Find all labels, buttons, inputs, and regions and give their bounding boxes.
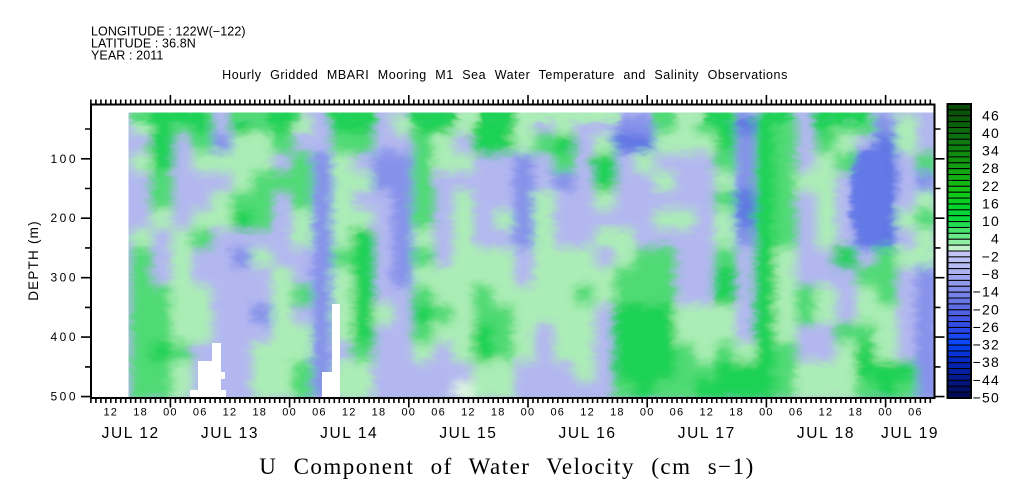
svg-text:−32: −32	[973, 337, 1000, 353]
svg-text:06: 06	[312, 407, 327, 419]
svg-text:22: 22	[982, 178, 1000, 194]
svg-text:00: 00	[640, 407, 655, 419]
svg-text:00: 00	[878, 407, 893, 419]
svg-text:JUL 16: JUL 16	[559, 425, 617, 442]
svg-text:46: 46	[982, 107, 1000, 123]
svg-text:LONGITUDE : 122W(−122): LONGITUDE : 122W(−122)	[91, 25, 246, 39]
svg-text:JUL 15: JUL 15	[439, 425, 497, 442]
svg-text:00: 00	[401, 407, 416, 419]
svg-text:−14: −14	[973, 284, 1000, 300]
svg-text:18: 18	[729, 407, 744, 419]
svg-text:06: 06	[670, 407, 685, 419]
svg-text:−38: −38	[973, 354, 1000, 370]
svg-text:500: 500	[50, 390, 78, 404]
svg-text:−26: −26	[973, 319, 1000, 335]
svg-text:06: 06	[550, 407, 565, 419]
svg-text:18: 18	[252, 407, 267, 419]
svg-text:−2: −2	[982, 248, 1000, 264]
svg-text:18: 18	[491, 407, 506, 419]
svg-text:U Component of Water Velocity: U Component of Water Velocity (cm s−1)	[259, 454, 755, 479]
svg-text:200: 200	[50, 211, 78, 225]
svg-text:400: 400	[50, 330, 78, 344]
svg-text:40: 40	[982, 125, 1000, 141]
svg-text:00: 00	[759, 407, 774, 419]
svg-text:12: 12	[819, 407, 834, 419]
svg-text:JUL 14: JUL 14	[320, 425, 378, 442]
svg-text:10: 10	[982, 213, 1000, 229]
svg-text:12: 12	[342, 407, 357, 419]
svg-text:YEAR : 2011: YEAR : 2011	[91, 49, 163, 63]
svg-text:LATITUDE : 36.8N: LATITUDE : 36.8N	[91, 37, 196, 51]
svg-text:−50: −50	[973, 390, 1000, 406]
svg-text:12: 12	[461, 407, 476, 419]
svg-text:DEPTH (m): DEPTH (m)	[26, 220, 41, 301]
svg-text:00: 00	[163, 407, 178, 419]
svg-text:JUL 19: JUL 19	[881, 425, 939, 442]
svg-text:06: 06	[789, 407, 804, 419]
svg-text:18: 18	[610, 407, 625, 419]
svg-text:18: 18	[848, 407, 863, 419]
svg-text:JUL 17: JUL 17	[678, 425, 736, 442]
svg-text:JUL 12: JUL 12	[102, 425, 160, 442]
svg-text:−20: −20	[973, 301, 1000, 317]
svg-text:12: 12	[103, 407, 118, 419]
svg-text:06: 06	[431, 407, 446, 419]
svg-text:00: 00	[521, 407, 536, 419]
svg-text:300: 300	[50, 271, 78, 285]
svg-text:12: 12	[699, 407, 714, 419]
svg-text:28: 28	[982, 160, 1000, 176]
svg-text:06: 06	[908, 407, 923, 419]
svg-text:12: 12	[580, 407, 595, 419]
svg-text:16: 16	[982, 196, 1000, 212]
svg-text:JUL 18: JUL 18	[797, 425, 855, 442]
svg-text:−44: −44	[973, 372, 1000, 388]
svg-text:4: 4	[991, 231, 1000, 247]
svg-text:100: 100	[50, 152, 78, 166]
svg-text:34: 34	[982, 143, 1000, 159]
svg-text:18: 18	[133, 407, 148, 419]
svg-text:JUL 13: JUL 13	[201, 425, 259, 442]
svg-text:−8: −8	[982, 266, 1000, 282]
svg-text:06: 06	[193, 407, 208, 419]
svg-text:12: 12	[223, 407, 238, 419]
svg-text:00: 00	[282, 407, 297, 419]
svg-text:Hourly Gridded MBARI Mooring M: Hourly Gridded MBARI Mooring M1 Sea Wate…	[222, 68, 788, 82]
svg-text:18: 18	[372, 407, 387, 419]
